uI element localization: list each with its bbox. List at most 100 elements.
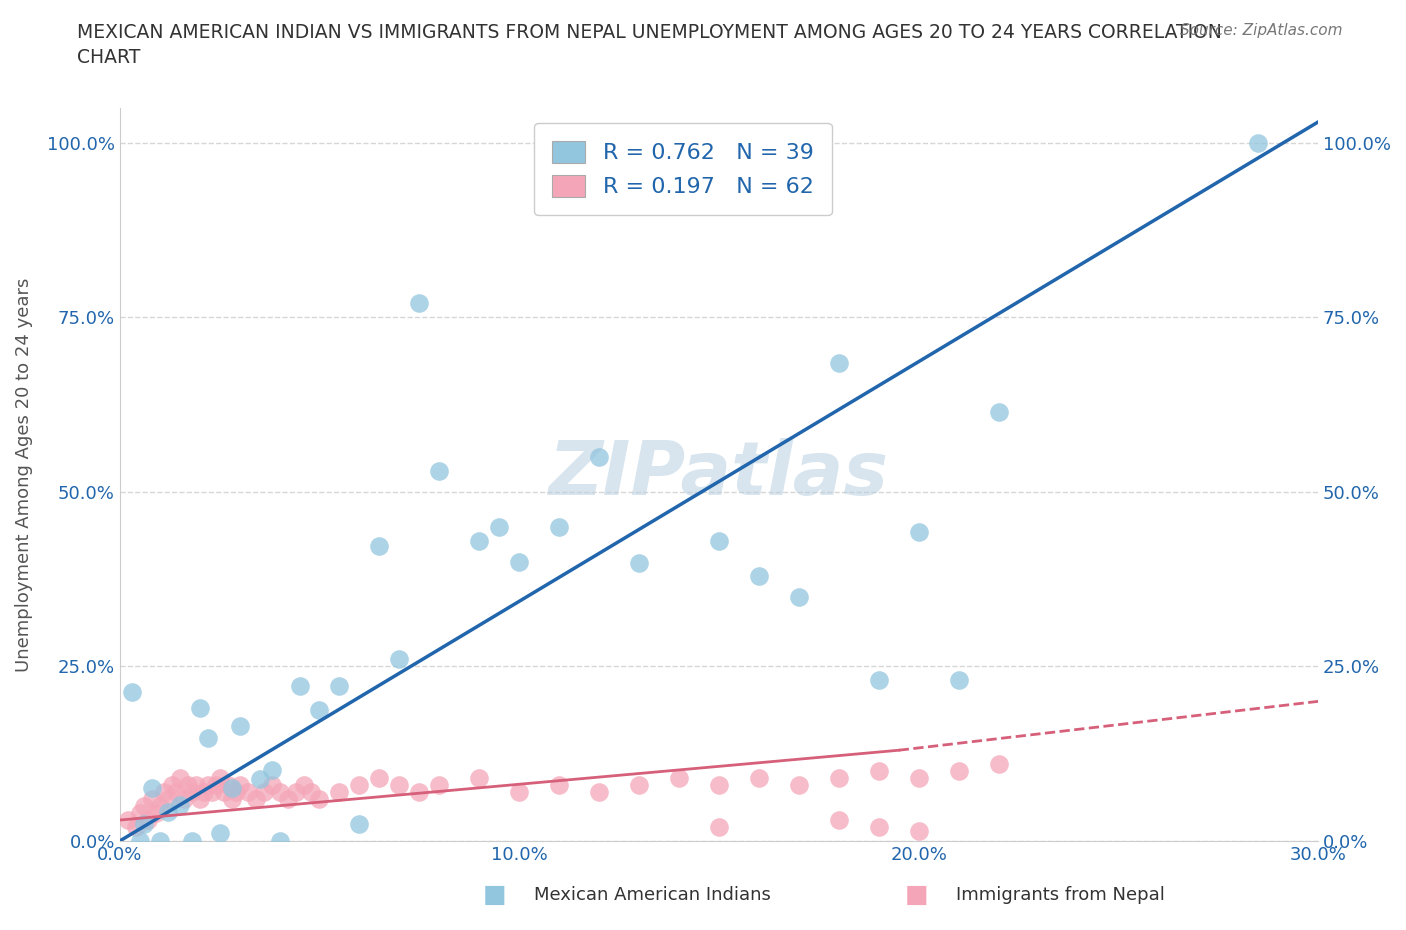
Text: ZIPatlas: ZIPatlas	[548, 438, 889, 511]
Point	[169, 771, 191, 786]
Point	[948, 673, 970, 688]
Point	[252, 785, 274, 800]
Point	[197, 730, 219, 745]
Point	[225, 785, 247, 800]
Point	[548, 520, 571, 535]
Point	[276, 791, 298, 806]
Point	[301, 785, 323, 800]
Point	[149, 833, 172, 848]
Point	[152, 785, 174, 800]
Point	[787, 590, 810, 604]
Point	[132, 799, 155, 814]
Point	[245, 791, 267, 806]
Point	[868, 673, 890, 688]
Point	[212, 785, 235, 800]
Point	[987, 757, 1010, 772]
Point	[328, 678, 350, 693]
Text: MEXICAN AMERICAN INDIAN VS IMMIGRANTS FROM NEPAL UNEMPLOYMENT AMONG AGES 20 TO 2: MEXICAN AMERICAN INDIAN VS IMMIGRANTS FR…	[77, 23, 1222, 67]
Point	[907, 771, 929, 786]
Y-axis label: Unemployment Among Ages 20 to 24 years: Unemployment Among Ages 20 to 24 years	[15, 277, 32, 671]
Point	[173, 791, 195, 806]
Point	[707, 777, 730, 792]
Point	[548, 777, 571, 792]
Point	[184, 777, 207, 792]
Point	[468, 771, 491, 786]
Point	[141, 791, 163, 806]
Point	[180, 833, 202, 848]
Point	[269, 785, 291, 800]
Point	[868, 764, 890, 778]
Point	[368, 771, 391, 786]
Text: ■: ■	[904, 883, 928, 907]
Point	[488, 520, 510, 535]
Point	[160, 777, 183, 792]
Point	[868, 819, 890, 834]
Point	[328, 785, 350, 800]
Point	[221, 780, 243, 795]
Point	[208, 771, 231, 786]
Point	[217, 777, 239, 792]
Point	[197, 777, 219, 792]
Point	[349, 817, 371, 831]
Point	[269, 833, 291, 848]
Point	[308, 791, 330, 806]
Legend: R = 0.762   N = 39, R = 0.197   N = 62: R = 0.762 N = 39, R = 0.197 N = 62	[534, 123, 832, 215]
Point	[193, 785, 215, 800]
Point	[128, 805, 150, 820]
Point	[308, 703, 330, 718]
Point	[349, 777, 371, 792]
Point	[221, 791, 243, 806]
Text: Source: ZipAtlas.com: Source: ZipAtlas.com	[1180, 23, 1343, 38]
Point	[408, 296, 430, 311]
Text: Mexican American Indians: Mexican American Indians	[534, 885, 770, 904]
Point	[748, 568, 770, 583]
Point	[828, 355, 851, 370]
Point	[149, 799, 172, 814]
Point	[125, 819, 148, 834]
Point	[208, 826, 231, 841]
Point	[156, 791, 179, 806]
Point	[136, 813, 159, 828]
Point	[141, 780, 163, 795]
Point	[388, 777, 411, 792]
Point	[176, 777, 198, 792]
Point	[165, 785, 187, 800]
Point	[188, 700, 211, 715]
Point	[121, 684, 143, 699]
Point	[628, 777, 651, 792]
Point	[1247, 136, 1270, 151]
Point	[948, 764, 970, 778]
Point	[292, 777, 315, 792]
Point	[260, 777, 283, 792]
Point	[284, 785, 307, 800]
Point	[668, 771, 690, 786]
Point	[468, 534, 491, 549]
Point	[707, 819, 730, 834]
Text: Immigrants from Nepal: Immigrants from Nepal	[956, 885, 1166, 904]
Point	[907, 525, 929, 539]
Point	[156, 804, 179, 819]
Point	[228, 777, 250, 792]
Point	[201, 785, 224, 800]
Point	[260, 763, 283, 777]
Point	[628, 555, 651, 570]
Point	[117, 813, 139, 828]
Text: ■: ■	[482, 883, 506, 907]
Point	[707, 534, 730, 549]
Point	[748, 771, 770, 786]
Point	[388, 652, 411, 667]
Point	[288, 679, 311, 694]
Point	[907, 823, 929, 838]
Point	[180, 785, 202, 800]
Point	[236, 785, 259, 800]
Point	[427, 777, 450, 792]
Point	[987, 405, 1010, 419]
Point	[588, 785, 610, 800]
Point	[132, 817, 155, 831]
Point	[145, 805, 167, 820]
Point	[508, 785, 530, 800]
Point	[128, 833, 150, 848]
Point	[508, 554, 530, 569]
Point	[588, 449, 610, 464]
Point	[188, 791, 211, 806]
